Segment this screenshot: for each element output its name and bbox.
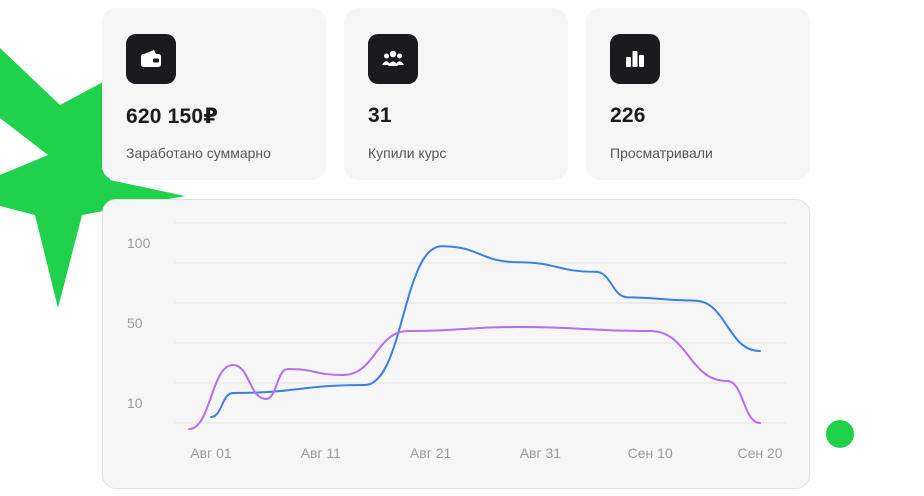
x-tick-label: Авг 21 bbox=[410, 445, 452, 461]
x-tick-label: Авг 11 bbox=[301, 445, 342, 461]
y-tick-label: 100 bbox=[127, 235, 151, 251]
green-star-shape bbox=[0, 48, 185, 308]
x-tick-label: Авг 31 bbox=[520, 445, 562, 461]
bar-chart-icon bbox=[610, 34, 660, 84]
views-value: 226 bbox=[610, 104, 646, 127]
y-tick-label: 10 bbox=[127, 395, 143, 411]
green-star-decoration bbox=[0, 48, 185, 308]
x-tick-label: Сен 10 bbox=[628, 445, 673, 461]
users-icon bbox=[368, 34, 418, 84]
earnings-value: 620 150₽ bbox=[126, 105, 219, 128]
x-tick-label: Сен 20 bbox=[737, 445, 782, 461]
views-label: Просматривали bbox=[610, 145, 713, 161]
earnings-label: Заработано суммарно bbox=[126, 145, 271, 161]
x-tick-label: Авг 01 bbox=[190, 445, 232, 461]
line-chart-card: 100 50 10 Авг 01 Авг 11 Авг 21 Авг 31 Сен 10 Се… bbox=[102, 199, 810, 489]
buyers-value: 31 bbox=[368, 104, 392, 127]
y-tick-label: 50 bbox=[127, 315, 143, 331]
series-line-2 bbox=[188, 326, 761, 430]
stat-card-earnings: 620 150₽ Заработано суммарно bbox=[102, 8, 326, 180]
buyers-label: Купили курс bbox=[368, 145, 447, 161]
green-dot-decoration bbox=[826, 420, 854, 448]
series-line-1 bbox=[210, 245, 761, 418]
wallet-icon bbox=[126, 34, 176, 84]
stat-card-buyers: 31 Купили курс bbox=[344, 8, 568, 180]
stat-card-views: 226 Просматривали bbox=[586, 8, 810, 180]
line-chart: 100 50 10 Авг 01 Авг 11 Авг 21 Авг 31 Сен 10 Се… bbox=[127, 222, 787, 461]
